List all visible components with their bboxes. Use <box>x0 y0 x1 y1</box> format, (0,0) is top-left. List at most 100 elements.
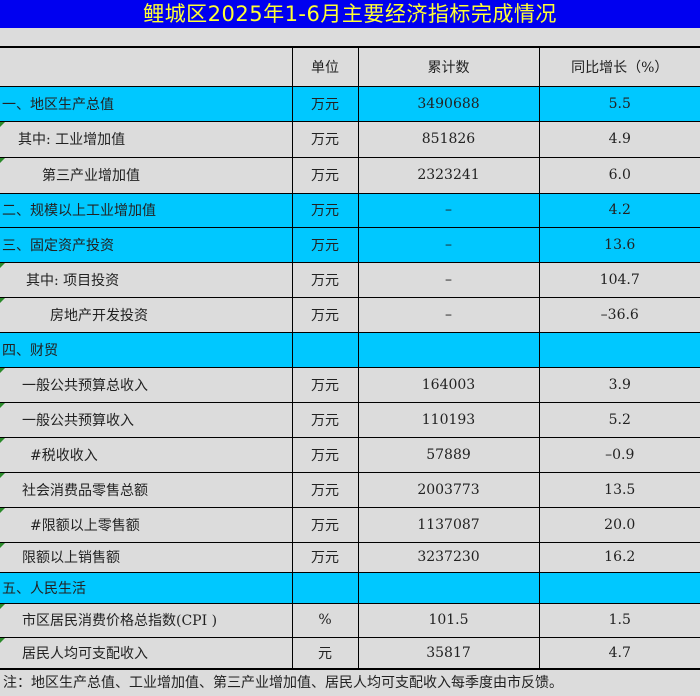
comment-marker-icon <box>0 472 5 478</box>
cell-text: % <box>318 612 332 628</box>
cell-unit: 万元 <box>292 262 359 298</box>
cell-text: 万元 <box>311 237 339 254</box>
cell-text: 57889 <box>426 446 471 463</box>
cell-text: 万元 <box>311 517 339 534</box>
cell-total: 101.5 <box>358 603 540 638</box>
cell-growth: 3.9 <box>539 367 700 403</box>
cell-text: 851826 <box>421 131 476 147</box>
cell-text: 一般公共预算总收入 <box>22 377 148 394</box>
cell-growth: 6.0 <box>539 157 700 194</box>
cell-total: 1137087 <box>358 507 540 543</box>
comment-marker-icon <box>0 542 5 548</box>
table-row: 一、地区生产总值 万元 3490688 5.5 <box>0 86 700 122</box>
cell-total: 2323241 <box>358 157 540 194</box>
cell-growth: –0.9 <box>539 437 700 473</box>
cell-growth: 13.6 <box>539 227 700 263</box>
cell-text: 限额以上销售额 <box>22 550 120 566</box>
comment-marker-icon <box>0 367 5 373</box>
cell-text: 万元 <box>311 96 339 113</box>
table-row: 其中: 工业增加值 万元 851826 4.9 <box>0 121 700 158</box>
cell-growth: 13.5 <box>539 472 700 508</box>
cell-text: 万元 <box>311 412 339 429</box>
header-growth: 同比增长（%） <box>539 47 700 87</box>
cell-unit: 万元 <box>292 437 359 473</box>
cell-growth: 20.0 <box>539 507 700 543</box>
cell-text: 一般公共预算收入 <box>22 412 134 429</box>
cell-text: –36.6 <box>600 306 639 323</box>
cell-total: 3490688 <box>358 86 540 122</box>
cell-growth: 4.7 <box>539 637 700 669</box>
cell-growth <box>539 572 700 604</box>
cell-unit <box>292 332 359 368</box>
cell-text: 110193 <box>421 411 476 428</box>
cell-total: 110193 <box>358 402 540 438</box>
cell-name: 一、地区生产总值 <box>0 86 293 122</box>
table-row: 市区居民消费价格总指数(CPI )% 101.5 1.5 <box>0 603 700 638</box>
footnote: 注：地区生产总值、工业增加值、第三产业增加值、居民人均可支配收入每季度由市反馈。 <box>0 668 700 695</box>
cell-text: 3.9 <box>608 376 631 393</box>
cell-total: 57889 <box>358 437 540 473</box>
cell-text: 三、固定资产投资 <box>2 237 114 254</box>
comment-marker-icon <box>0 262 5 268</box>
cell-unit: 万元 <box>292 297 359 333</box>
cell-text: 4.7 <box>608 644 631 661</box>
cell-growth: 16.2 <box>539 542 700 573</box>
cell-growth: 5.5 <box>539 86 700 122</box>
cell-text: 万元 <box>311 132 339 148</box>
cell-text: 16.2 <box>604 549 636 565</box>
cell-text: 1137087 <box>417 516 480 533</box>
comment-marker-icon <box>0 157 5 163</box>
cell-name: 四、财贸 <box>0 332 293 368</box>
table-row: #税收收入 万元 57889 –0.9 <box>0 437 700 473</box>
table-row: 其中: 项目投资 万元 – 104.7 <box>0 262 700 298</box>
cell-text: 101.5 <box>428 612 469 628</box>
cell-unit: 万元 <box>292 402 359 438</box>
cell-text: 万元 <box>311 272 339 289</box>
table-row: 三、固定资产投资 万元 – 13.6 <box>0 227 700 263</box>
cell-name: 一般公共预算总收入 <box>0 367 293 403</box>
cell-unit: 万元 <box>292 121 359 158</box>
cell-text: 6.0 <box>608 167 631 183</box>
cell-text: 四、财贸 <box>2 342 58 359</box>
cell-text: #税收收入 <box>30 447 98 464</box>
cell-text: 社会消费品零售总额 <box>22 482 148 499</box>
cell-text: 2323241 <box>417 167 480 183</box>
cell-name: 社会消费品零售总额 <box>0 472 293 508</box>
cell-text: 元 <box>318 645 332 662</box>
table-row: 四、财贸 <box>0 332 700 368</box>
cell-text: 一、地区生产总值 <box>2 96 114 113</box>
cell-total <box>358 332 540 368</box>
cell-total: – <box>358 227 540 263</box>
cell-text: 3237230 <box>417 549 480 565</box>
comment-marker-icon <box>0 297 5 303</box>
cell-total: – <box>358 193 540 228</box>
cell-text: 市区居民消费价格总指数(CPI ) <box>22 613 218 629</box>
page-title: 鲤城区2025年1-6月主要经济指标完成情况 <box>0 0 700 28</box>
cell-unit: 万元 <box>292 472 359 508</box>
comment-marker-icon <box>0 402 5 408</box>
comment-marker-icon <box>0 603 5 609</box>
cell-name: #限额以上零售额 <box>0 507 293 543</box>
cell-text: 3490688 <box>417 95 480 112</box>
cell-text: – <box>445 202 452 218</box>
cell-text: 二、规模以上工业增加值 <box>2 203 156 219</box>
cell-growth: –36.6 <box>539 297 700 333</box>
cell-total: 851826 <box>358 121 540 158</box>
indicator-table: 单位 累计数 同比增长（%） 一、地区生产总值 万元 3490688 5.5 其中: 工… <box>0 46 700 669</box>
cell-text: – <box>445 236 452 253</box>
cell-unit: 万元 <box>292 507 359 543</box>
cell-text: 五、人民生活 <box>2 580 86 597</box>
cell-total: 2003773 <box>358 472 540 508</box>
cell-total: – <box>358 297 540 333</box>
cell-text: 13.6 <box>604 236 636 253</box>
cell-text: 13.5 <box>604 481 636 498</box>
cell-name: 其中: 工业增加值 <box>0 121 293 158</box>
cell-growth: 4.2 <box>539 193 700 228</box>
cell-text: 164003 <box>421 376 476 393</box>
cell-name: 市区居民消费价格总指数(CPI ) <box>0 603 293 638</box>
cell-name: 限额以上销售额 <box>0 542 293 573</box>
cell-text: 5.2 <box>608 411 631 428</box>
cell-text: – <box>445 306 452 323</box>
cell-text: – <box>445 271 452 288</box>
cell-text: 万元 <box>311 447 339 464</box>
